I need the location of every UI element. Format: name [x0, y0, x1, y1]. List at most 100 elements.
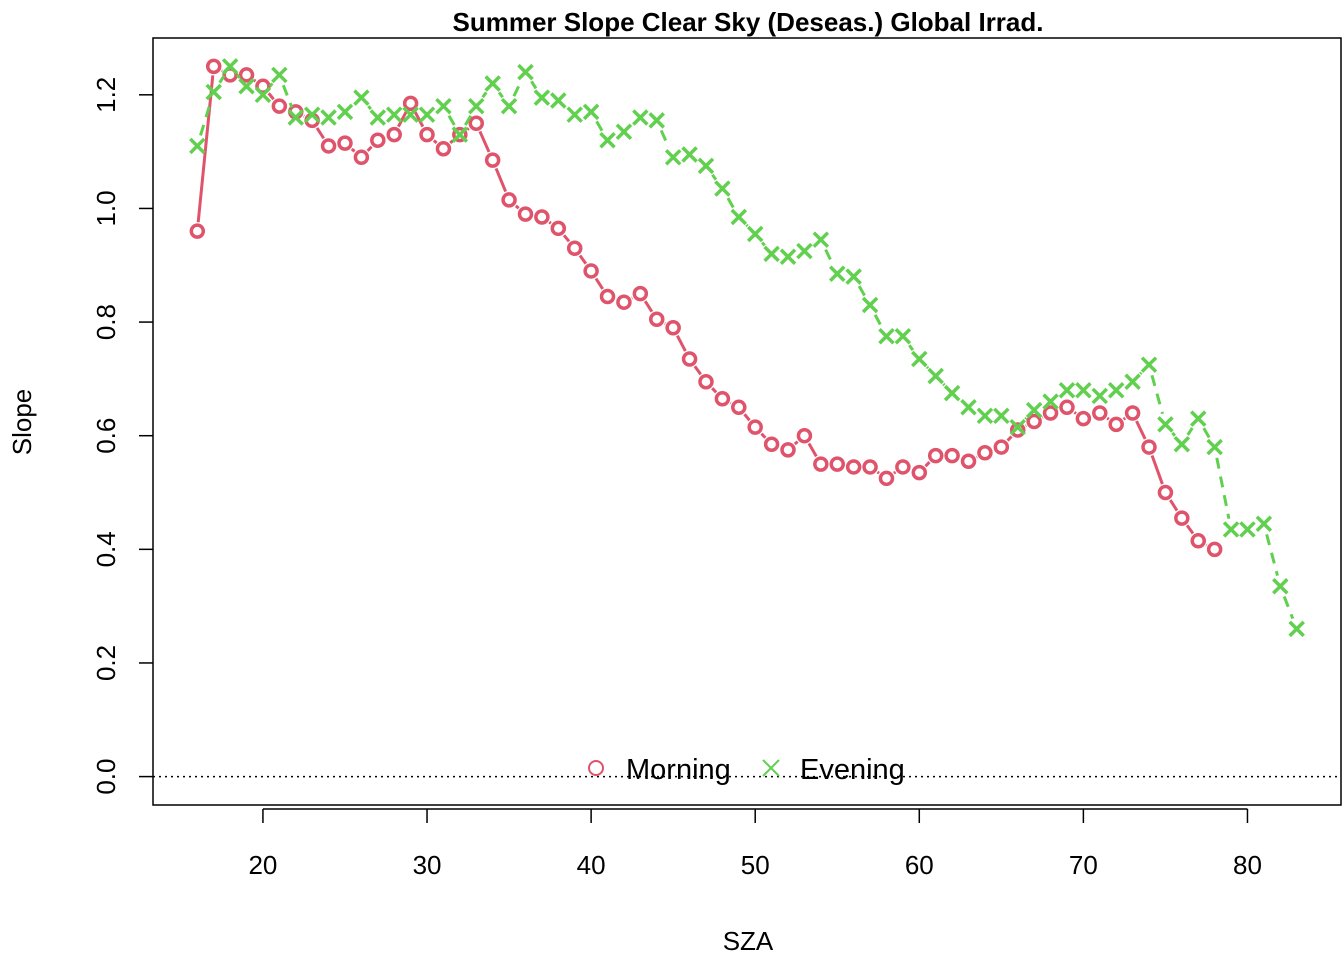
evening-point [829, 265, 846, 283]
morning-point [1092, 405, 1108, 421]
evening-point [517, 63, 534, 81]
morning-point [238, 67, 255, 83]
evening-point [418, 106, 436, 123]
morning-point [1075, 410, 1092, 427]
evening-point [582, 103, 600, 121]
series-segment [235, 73, 241, 79]
series-segment [1282, 595, 1295, 620]
series-segment [726, 197, 735, 209]
series-segment [315, 127, 325, 140]
evening-point [451, 126, 469, 143]
evening-point [484, 75, 501, 92]
series-segment [514, 204, 520, 210]
x-tick-label: 40 [577, 850, 606, 880]
series-segment [595, 120, 604, 132]
x-tick-label: 60 [905, 850, 934, 880]
evening-point [1058, 382, 1076, 399]
evening-point [845, 268, 862, 285]
series-segment [1202, 427, 1211, 439]
evening-point [1091, 387, 1109, 405]
evening-point [632, 109, 649, 126]
y-tick-label: 0.2 [91, 645, 121, 681]
series-segment [1024, 417, 1028, 421]
morning-point [960, 453, 977, 470]
y-tick-label: 0.0 [91, 759, 121, 795]
evening-point [763, 245, 780, 263]
morning-point [649, 311, 665, 327]
morning-point [370, 132, 386, 149]
evening-point [189, 137, 206, 155]
series-segment [908, 344, 915, 351]
morning-point [583, 263, 599, 279]
series-layer [189, 58, 1305, 638]
evening-point [1107, 382, 1125, 399]
series-segment [1150, 374, 1164, 415]
series-segment [925, 365, 930, 370]
series-segment [1106, 416, 1110, 421]
evening-point [1157, 416, 1174, 433]
series-segment [924, 461, 931, 468]
series-segment [350, 147, 356, 153]
evening-point [1075, 382, 1092, 399]
series-segment [824, 248, 834, 265]
x-tick-label: 30 [413, 850, 442, 880]
evening-point [1124, 373, 1141, 390]
morning-point [780, 442, 796, 458]
morning-point [862, 459, 878, 475]
legend-evening-marker [762, 759, 780, 777]
morning-point [566, 240, 583, 256]
legend-morning-marker [588, 760, 604, 776]
series-segment [1122, 416, 1127, 421]
morning-point [435, 141, 452, 157]
series-segment [893, 470, 897, 475]
series-segment [267, 92, 275, 101]
series-segment [432, 139, 438, 145]
evening-point [779, 248, 797, 265]
series-segment [478, 130, 491, 153]
morning-point [484, 152, 501, 168]
evening-point [976, 407, 994, 425]
morning-point [1206, 541, 1223, 558]
morning-point [665, 320, 681, 336]
evening-point [320, 109, 337, 126]
evening-point [205, 83, 222, 101]
evening-point [402, 106, 419, 123]
series-segment [807, 442, 818, 458]
morning-point [534, 209, 550, 225]
x-tick-label: 70 [1069, 850, 1098, 880]
series-segment [761, 241, 766, 247]
series-evening [189, 58, 1305, 638]
morning-point [845, 459, 862, 475]
evening-point [1173, 435, 1191, 453]
evening-point [943, 384, 961, 402]
evening-point [1222, 521, 1240, 538]
series-segment [497, 91, 504, 99]
series-segment [676, 335, 687, 352]
evening-point [500, 97, 518, 115]
evening-point [681, 146, 698, 163]
x-axis: 20 30 40 50 60 70 80 [248, 808, 1262, 880]
evening-point [960, 399, 977, 416]
series-segment [562, 234, 571, 243]
evening-point [336, 103, 354, 121]
morning-point [747, 419, 763, 435]
series-segment [281, 84, 294, 108]
evening-point [435, 97, 452, 115]
evening-point [993, 407, 1010, 425]
legend-label-evening: Evening [800, 754, 905, 786]
evening-point [599, 132, 616, 149]
evening-point [238, 78, 255, 95]
morning-point [452, 126, 468, 143]
series-segment [1139, 371, 1143, 375]
evening-point [1042, 393, 1059, 410]
series-segment [1186, 427, 1194, 436]
evening-point [664, 149, 682, 166]
morning-point [878, 470, 895, 487]
evening-point [746, 225, 764, 243]
series-segment [693, 365, 702, 376]
series-segment [1265, 534, 1279, 577]
evening-point [287, 109, 304, 126]
series-segment [594, 277, 604, 290]
morning-point [189, 223, 206, 239]
